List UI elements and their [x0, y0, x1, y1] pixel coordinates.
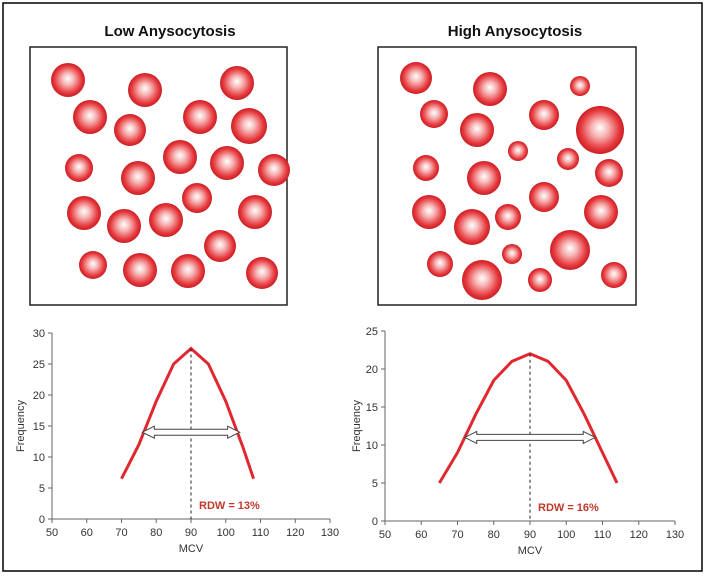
cells [51, 62, 627, 300]
cell [595, 159, 623, 187]
cell [149, 203, 183, 237]
x-tick-label: 100 [557, 529, 575, 541]
x-tick-label: 50 [46, 527, 58, 539]
cell [204, 230, 236, 262]
x-tick-label: 90 [524, 529, 536, 541]
cell [427, 251, 453, 277]
cell [238, 195, 272, 229]
frequency-curve [120, 346, 255, 480]
x-tick-label: 120 [630, 529, 648, 541]
x-axis-label: MCV [179, 543, 204, 555]
y-tick-label: 0 [39, 514, 45, 526]
rdw-label: RDW = 13% [199, 500, 260, 512]
panel-title: High Anysocytosis [448, 23, 582, 40]
cell [183, 100, 217, 134]
cell [495, 204, 521, 230]
cell [107, 209, 141, 243]
y-axis-label: Frequency [351, 400, 363, 452]
cell [502, 244, 522, 264]
x-axis-label: MCV [518, 545, 543, 557]
width-arrow [141, 425, 241, 440]
y-tick-label: 5 [39, 483, 45, 495]
cell [557, 148, 579, 170]
cell [473, 72, 507, 106]
y-tick-label: 10 [366, 440, 378, 452]
x-tick-label: 90 [185, 527, 197, 539]
cell [584, 195, 618, 229]
cell [114, 114, 146, 146]
cell [220, 66, 254, 100]
cell [73, 100, 107, 134]
cell [413, 155, 439, 181]
panel-title: Low Anysocytosis [104, 23, 235, 40]
cell [182, 183, 212, 213]
cell [529, 182, 559, 212]
cell [65, 154, 93, 182]
cell [51, 63, 85, 97]
cell [420, 100, 448, 128]
x-tick-label: 110 [594, 529, 612, 541]
cell [462, 260, 502, 300]
x-tick-label: 80 [488, 529, 500, 541]
x-tick-label: 100 [217, 527, 235, 539]
cell [412, 195, 446, 229]
cell [601, 262, 627, 288]
cell [121, 161, 155, 195]
frame [2, 2, 703, 572]
cell [123, 253, 157, 287]
x-tick-label: 120 [286, 527, 304, 539]
smear-box [377, 46, 637, 306]
cell [128, 73, 162, 107]
cell [467, 161, 501, 195]
cell [550, 230, 590, 270]
y-tick-label: 25 [366, 326, 378, 338]
cell [210, 146, 244, 180]
cell [454, 209, 490, 245]
cell [163, 140, 197, 174]
x-tick-label: 50 [379, 529, 391, 541]
rdw-label: RDW = 16% [538, 502, 599, 514]
y-tick-label: 0 [372, 516, 378, 528]
cell [246, 257, 278, 289]
x-tick-label: 130 [321, 527, 339, 539]
y-axis-label: Frequency [15, 400, 27, 452]
x-tick-label: 70 [115, 527, 127, 539]
x-tick-label: 70 [451, 529, 463, 541]
cell [258, 154, 290, 186]
frequency-curve [438, 352, 619, 484]
cell [67, 196, 101, 230]
y-tick-label: 15 [33, 421, 45, 433]
y-tick-label: 20 [366, 364, 378, 376]
cell [576, 106, 624, 154]
cell [528, 268, 552, 292]
x-tick-label: 130 [666, 529, 684, 541]
cell [529, 100, 559, 130]
cell [460, 113, 494, 147]
cell [508, 141, 528, 161]
x-tick-label: 80 [150, 527, 162, 539]
y-tick-label: 20 [33, 390, 45, 402]
cell [171, 254, 205, 288]
cell [400, 62, 432, 94]
y-tick-label: 5 [372, 478, 378, 490]
y-tick-label: 25 [33, 359, 45, 371]
cell [570, 76, 590, 96]
y-tick-label: 15 [366, 402, 378, 414]
x-tick-label: 60 [81, 527, 93, 539]
cell [79, 251, 107, 279]
y-tick-label: 30 [33, 328, 45, 340]
x-tick-label: 60 [415, 529, 427, 541]
x-tick-label: 110 [252, 527, 270, 539]
y-tick-label: 10 [33, 452, 45, 464]
cell [231, 108, 267, 144]
width-arrow [463, 430, 597, 445]
